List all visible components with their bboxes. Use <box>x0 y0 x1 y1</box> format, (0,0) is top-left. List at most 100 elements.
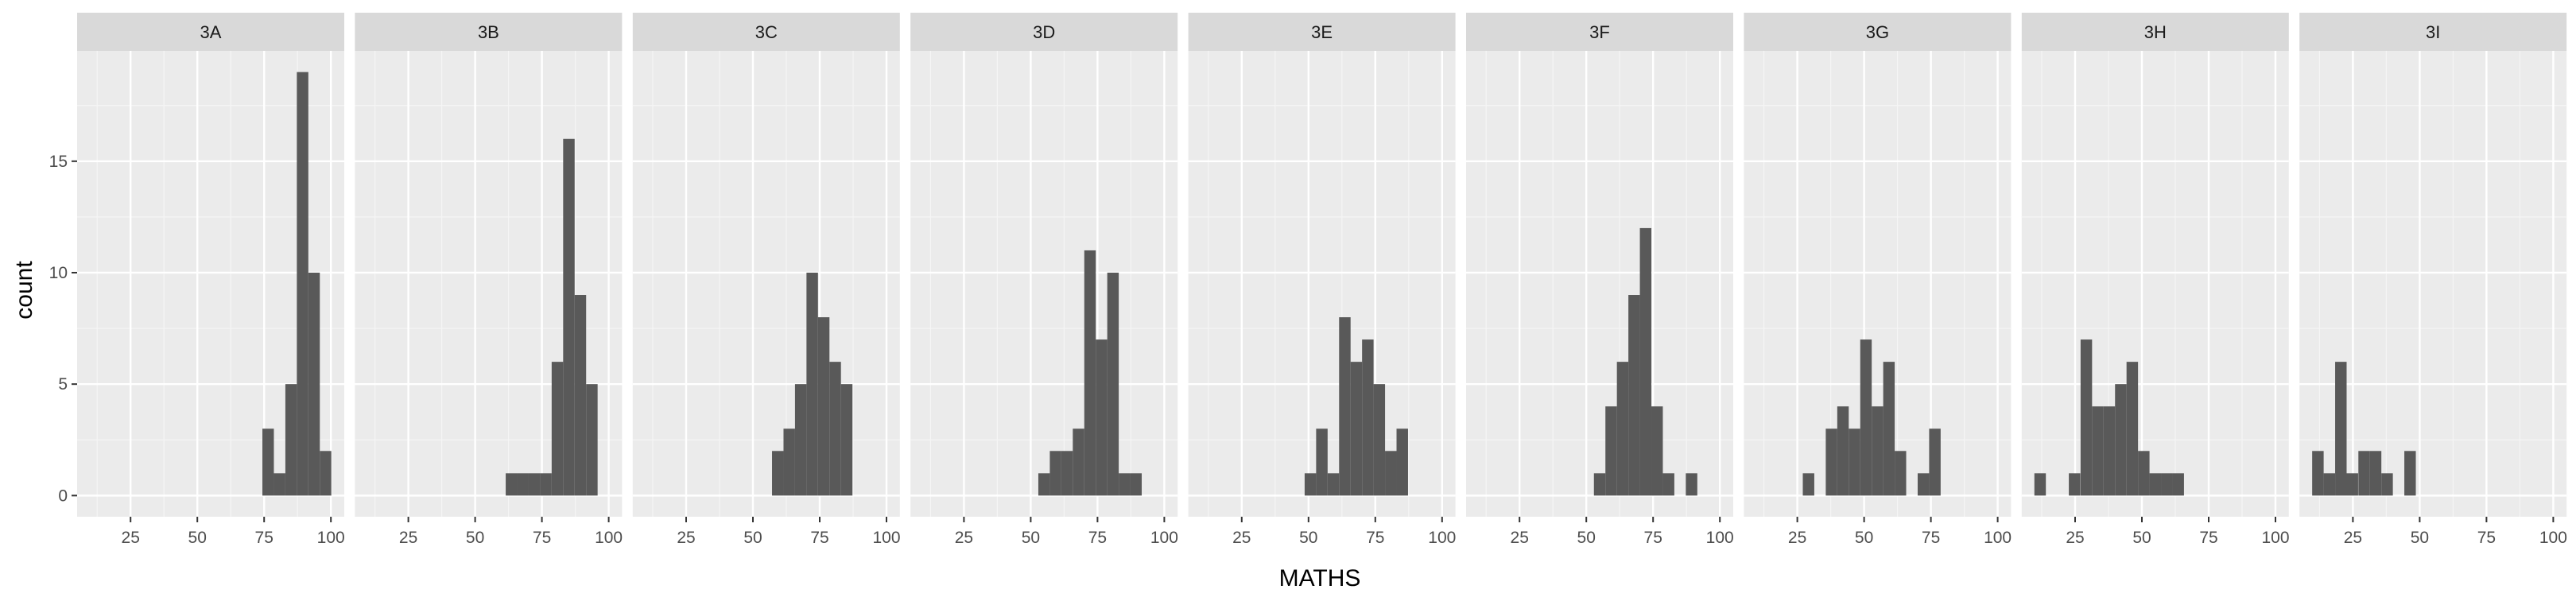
histogram-bar <box>551 362 564 496</box>
facet-strip <box>2299 13 2567 51</box>
panel-background <box>632 51 900 517</box>
histogram-bar <box>806 272 818 496</box>
histogram-bar <box>1396 428 1408 496</box>
histogram-bar <box>2358 451 2370 496</box>
histogram-bar <box>1895 451 1907 496</box>
histogram-bar <box>517 473 529 496</box>
histogram-bar <box>1837 406 1849 496</box>
histogram-bar <box>1929 428 1941 496</box>
histogram-bar <box>2404 451 2416 496</box>
x-tick-label: 25 <box>122 529 140 547</box>
histogram-bar <box>2069 473 2081 496</box>
histogram-bar <box>586 384 598 496</box>
histogram-bar <box>1639 227 1652 496</box>
x-tick-label: 100 <box>1984 529 2012 547</box>
y-tick-label: 15 <box>49 153 68 171</box>
facet-panel-3c: 3C 25 50 75 100 <box>632 13 901 547</box>
facet-strip-label: 3A <box>200 22 222 42</box>
histogram-bar <box>1350 362 1363 496</box>
histogram-bar <box>1107 272 1119 496</box>
histogram-bar <box>772 451 784 496</box>
x-tick-label: 25 <box>399 529 417 547</box>
histogram-bar <box>1616 362 1629 496</box>
x-tick-label: 75 <box>1366 529 1384 547</box>
x-tick-label: 50 <box>188 529 207 547</box>
x-tick-label: 100 <box>317 529 345 547</box>
histogram-bar <box>1662 473 1674 496</box>
x-tick-label: 25 <box>955 529 973 547</box>
x-axis-title: MATHS <box>1279 565 1361 591</box>
x-tick-label: 100 <box>1706 529 1734 547</box>
histogram-bar <box>1825 428 1837 496</box>
facet-strip-label: 3I <box>2426 22 2440 42</box>
histogram-bar <box>2115 384 2127 496</box>
facet-strip <box>910 13 1178 51</box>
facet-panel-3g: 3G 25 50 75 100 <box>1744 13 2012 547</box>
facet-panel-3b: 3B 25 50 75 100 <box>355 13 623 547</box>
x-tick-label: 75 <box>2199 529 2217 547</box>
histogram-bar <box>2323 473 2336 496</box>
histogram-bar <box>2138 451 2150 496</box>
facet-strip <box>355 13 623 51</box>
histogram-bar <box>1872 406 1884 496</box>
facet-strip-label: 3E <box>1311 22 1333 42</box>
histogram-bar <box>1084 250 1096 496</box>
facet-strip <box>1744 13 2012 51</box>
y-tick-label: 0 <box>58 487 68 505</box>
histogram-bar <box>1651 406 1663 496</box>
facet-panel-3f: 3F 25 50 75 100 <box>1466 13 1734 547</box>
facet-strip-label: 3H <box>2144 22 2167 42</box>
x-tick-label: 100 <box>2261 529 2289 547</box>
histogram-bar <box>1316 428 1328 496</box>
histogram-bar <box>1373 384 1386 496</box>
histogram-bar <box>297 72 308 496</box>
histogram-bar <box>829 362 841 496</box>
histogram-bar <box>1593 473 1606 496</box>
histogram-bar <box>1304 473 1317 496</box>
histogram-bar <box>1883 362 1895 496</box>
facet-strip-label: 3D <box>1033 22 1055 42</box>
facet-strip-label: 3C <box>755 22 778 42</box>
x-tick-label: 25 <box>677 529 695 547</box>
histogram-bar <box>1686 473 1697 496</box>
histogram-bar <box>1860 339 1872 496</box>
x-tick-label: 75 <box>810 529 828 547</box>
histogram-bar <box>1130 473 1143 496</box>
histogram-bar <box>1038 473 1050 496</box>
x-tick-label: 100 <box>2539 529 2567 547</box>
x-tick-label: 50 <box>743 529 762 547</box>
facet-panel-3h: 3H 25 50 75 100 <box>2021 13 2290 547</box>
histogram-bar <box>1073 428 1084 496</box>
histogram-bar <box>285 384 297 496</box>
x-tick-label: 100 <box>1150 529 1178 547</box>
facet-strip <box>1466 13 1733 51</box>
histogram-bar <box>2149 473 2162 496</box>
histogram-bar <box>1628 295 1640 496</box>
x-tick-label: 25 <box>1511 529 1529 547</box>
x-tick-label: 75 <box>533 529 551 547</box>
y-tick-label: 5 <box>58 375 68 394</box>
y-axis-title: count <box>11 261 37 320</box>
histogram-bar <box>2335 362 2347 496</box>
histogram-bar <box>308 272 320 496</box>
facet-panel-3d: 3D 25 50 75 100 <box>910 13 1178 547</box>
x-tick-label: 75 <box>255 529 274 547</box>
histogram-bar <box>1605 406 1617 496</box>
histogram-bar <box>1849 428 1860 496</box>
x-tick-label: 50 <box>1855 529 1873 547</box>
facet-panel-3i: 3I 25 50 75 100 <box>2299 13 2567 547</box>
x-tick-label: 50 <box>466 529 484 547</box>
histogram-bar <box>817 317 830 496</box>
y-tick-label: 10 <box>49 264 68 282</box>
histogram-bar <box>1385 451 1397 496</box>
x-tick-label: 75 <box>1644 529 1662 547</box>
facet-panel-3e: 3E 25 50 75 100 <box>1188 13 1456 547</box>
histogram-bar <box>840 384 853 496</box>
x-tick-label: 50 <box>1299 529 1317 547</box>
histogram-bar <box>1802 473 1814 496</box>
histogram-bar <box>2034 473 2046 496</box>
facet-panel-3a: 3A 25 50 75 100 <box>77 13 345 547</box>
y-axis: 0 5 10 15 <box>49 153 77 505</box>
x-tick-label: 100 <box>872 529 900 547</box>
